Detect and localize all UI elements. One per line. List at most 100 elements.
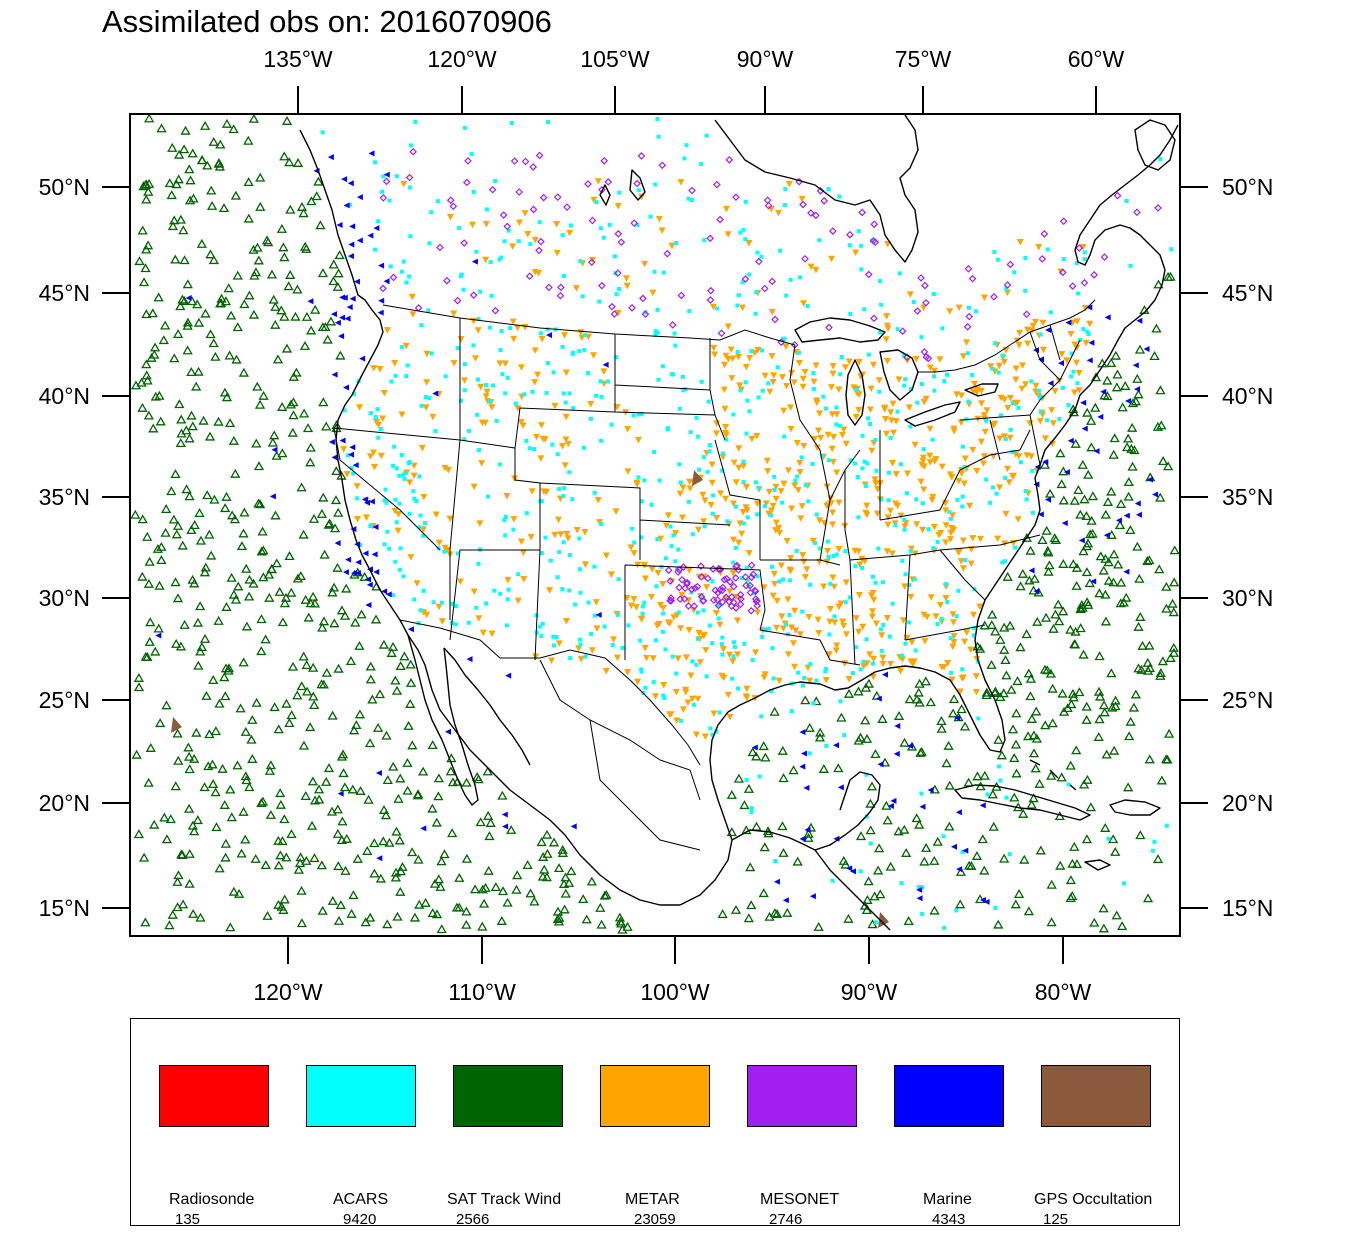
sat-track-wind-point <box>323 519 334 529</box>
sat-track-wind-point <box>260 634 271 644</box>
metar-point <box>474 327 482 334</box>
sat-track-wind-point <box>1026 799 1037 809</box>
acars-point <box>1023 255 1028 260</box>
acars-point <box>1008 427 1013 432</box>
acars-point <box>917 884 922 889</box>
metar-point <box>729 355 737 362</box>
metar-point <box>780 407 788 415</box>
mesonet-point <box>677 291 686 300</box>
acars-point <box>598 226 603 231</box>
sat-track-wind-point <box>221 602 232 611</box>
sat-track-wind-point <box>199 782 210 792</box>
acars-point <box>920 501 925 506</box>
sat-track-wind-point <box>175 438 186 448</box>
metar-point <box>1073 344 1081 352</box>
acars-point <box>902 383 907 388</box>
sat-track-wind-point <box>1155 492 1166 502</box>
metar-point <box>768 352 776 360</box>
acars-point <box>568 656 573 661</box>
sat-track-wind-point <box>1123 477 1134 487</box>
sat-track-wind-point <box>198 415 209 425</box>
mesonet-point <box>453 296 462 305</box>
sat-track-wind-point <box>149 342 161 352</box>
marine-point <box>353 278 360 285</box>
marine-point <box>373 225 380 232</box>
metar-point <box>634 678 642 686</box>
sat-track-wind-point <box>359 571 370 581</box>
acars-point <box>653 182 658 187</box>
acars-point <box>620 645 625 650</box>
metar-point <box>883 322 891 330</box>
sat-track-wind-point <box>1127 461 1138 471</box>
acars-point <box>552 643 557 648</box>
acars-point <box>895 327 900 332</box>
acars-point <box>997 764 1002 769</box>
metar-point <box>859 623 867 631</box>
sat-track-wind-point <box>298 408 310 418</box>
sat-track-wind-point <box>243 177 254 187</box>
sat-track-wind-point <box>172 593 184 603</box>
sat-track-wind-point <box>333 861 344 871</box>
metar-point <box>695 629 703 637</box>
metar-point <box>870 596 878 604</box>
metar-point <box>1023 452 1031 459</box>
marine-point <box>343 202 350 209</box>
acars-point <box>944 582 949 587</box>
marine-point <box>348 451 355 458</box>
sat-track-wind-point <box>920 676 931 686</box>
sat-track-wind-point <box>279 894 290 904</box>
acars-point <box>543 535 548 540</box>
sat-track-wind-point <box>899 737 910 747</box>
acars-point <box>699 596 704 601</box>
mesonet-point <box>1040 229 1049 238</box>
metar-point <box>553 221 561 228</box>
metar-point <box>828 255 836 263</box>
sat-track-wind-point <box>1058 606 1069 616</box>
legend-label: MESONET <box>760 1191 840 1208</box>
mesonet-point <box>537 237 545 246</box>
acars-point <box>439 600 444 605</box>
sat-track-wind-point <box>305 457 316 467</box>
sat-track-wind-point <box>903 916 914 926</box>
acars-point <box>741 521 746 526</box>
acars-point <box>756 395 761 400</box>
metar-point <box>471 355 479 362</box>
marine-point <box>1065 319 1072 326</box>
metar-point <box>994 535 1002 543</box>
metar-point <box>963 339 971 346</box>
acars-point <box>609 422 614 427</box>
sat-track-wind-point <box>244 782 255 792</box>
sat-track-wind-point <box>1132 541 1143 551</box>
sat-track-wind-point <box>1081 701 1092 711</box>
acars-point <box>915 400 920 405</box>
metar-point <box>788 505 796 513</box>
metar-point <box>391 507 399 515</box>
sat-track-wind-point <box>205 329 216 339</box>
metar-point <box>624 669 632 676</box>
metar-point <box>812 266 820 274</box>
sat-track-wind-point <box>409 912 421 922</box>
acars-point <box>716 616 721 621</box>
mesonet-point <box>449 202 458 211</box>
sat-track-wind-point <box>288 397 299 407</box>
acars-point <box>966 399 971 404</box>
acars-point <box>942 379 947 384</box>
metar-point <box>724 356 732 363</box>
sat-track-wind-point <box>944 821 955 831</box>
sat-track-wind-point <box>1035 845 1046 855</box>
sat-track-wind-point <box>941 758 952 768</box>
sat-track-wind-point <box>215 298 226 308</box>
sat-track-wind-point <box>296 202 308 211</box>
acars-point <box>1082 257 1087 262</box>
metar-point <box>488 404 496 411</box>
mesonet-point <box>556 291 565 300</box>
acars-point <box>949 670 954 675</box>
sat-track-wind-point <box>288 410 299 420</box>
acars-point <box>1038 410 1043 415</box>
sat-track-wind-point <box>253 498 264 508</box>
acars-point <box>561 273 566 278</box>
metar-point <box>624 425 632 433</box>
sat-track-wind-point <box>566 866 577 876</box>
acars-point <box>743 237 748 242</box>
metar-point <box>370 449 378 457</box>
